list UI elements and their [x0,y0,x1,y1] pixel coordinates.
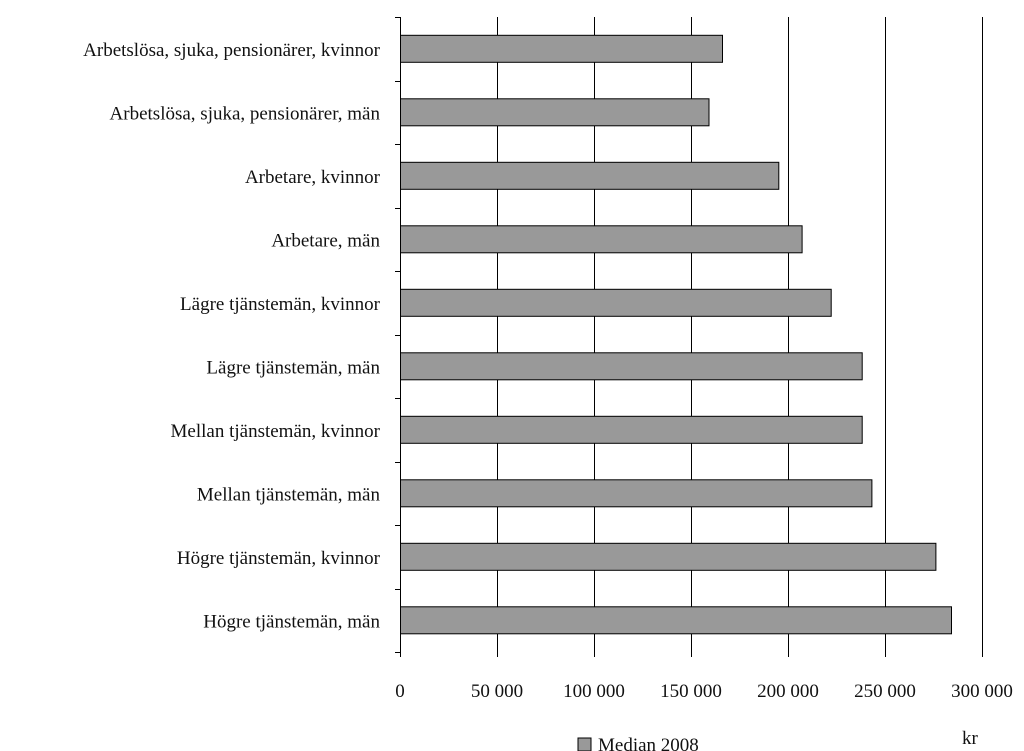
bar [400,479,873,508]
bar [400,288,832,317]
bar [400,98,710,127]
bars [400,34,952,635]
x-tick-label: 250 000 [854,681,916,702]
bar [400,352,863,381]
x-tick-label: 0 [395,681,405,702]
x-tick-label: 200 000 [757,681,819,702]
category-label: Arbetare, män [271,230,380,251]
bar [400,542,937,571]
x-tick-label: 150 000 [660,681,722,702]
category-label: Högre tjänstemän, män [203,611,380,632]
category-label: Mellan tjänstemän, kvinnor [171,421,381,442]
legend-swatch [577,737,592,751]
legend-label: Median 2008 [598,735,699,751]
category-label: Högre tjänstemän, kvinnor [177,548,381,569]
bar [400,161,780,190]
category-label: Lägre tjänstemän, kvinnor [180,294,381,315]
category-label: Arbetslösa, sjuka, pensionärer, kvinnor [83,40,381,61]
bar [400,34,723,63]
bar [400,225,803,254]
category-label: Mellan tjänstemän, män [197,484,381,505]
x-tick-label: 50 000 [471,681,523,702]
legend: Median 2008 [577,735,699,751]
bar [400,606,952,635]
category-label: Lägre tjänstemän, män [206,357,380,378]
category-label: Arbetare, kvinnor [245,167,381,188]
category-label: Arbetslösa, sjuka, pensionärer, män [110,103,381,124]
category-labels: Arbetslösa, sjuka, pensionärer, kvinnor A… [83,40,381,632]
axes [395,17,983,657]
x-tick-label: 100 000 [563,681,625,702]
x-axis-unit-label: kr [962,728,979,749]
x-tick-labels: 0 50 000 100 000 150 000 200 000 250 000 300 0… [395,681,1013,702]
bar [400,415,863,444]
x-tick-label: 300 000 [951,681,1013,702]
